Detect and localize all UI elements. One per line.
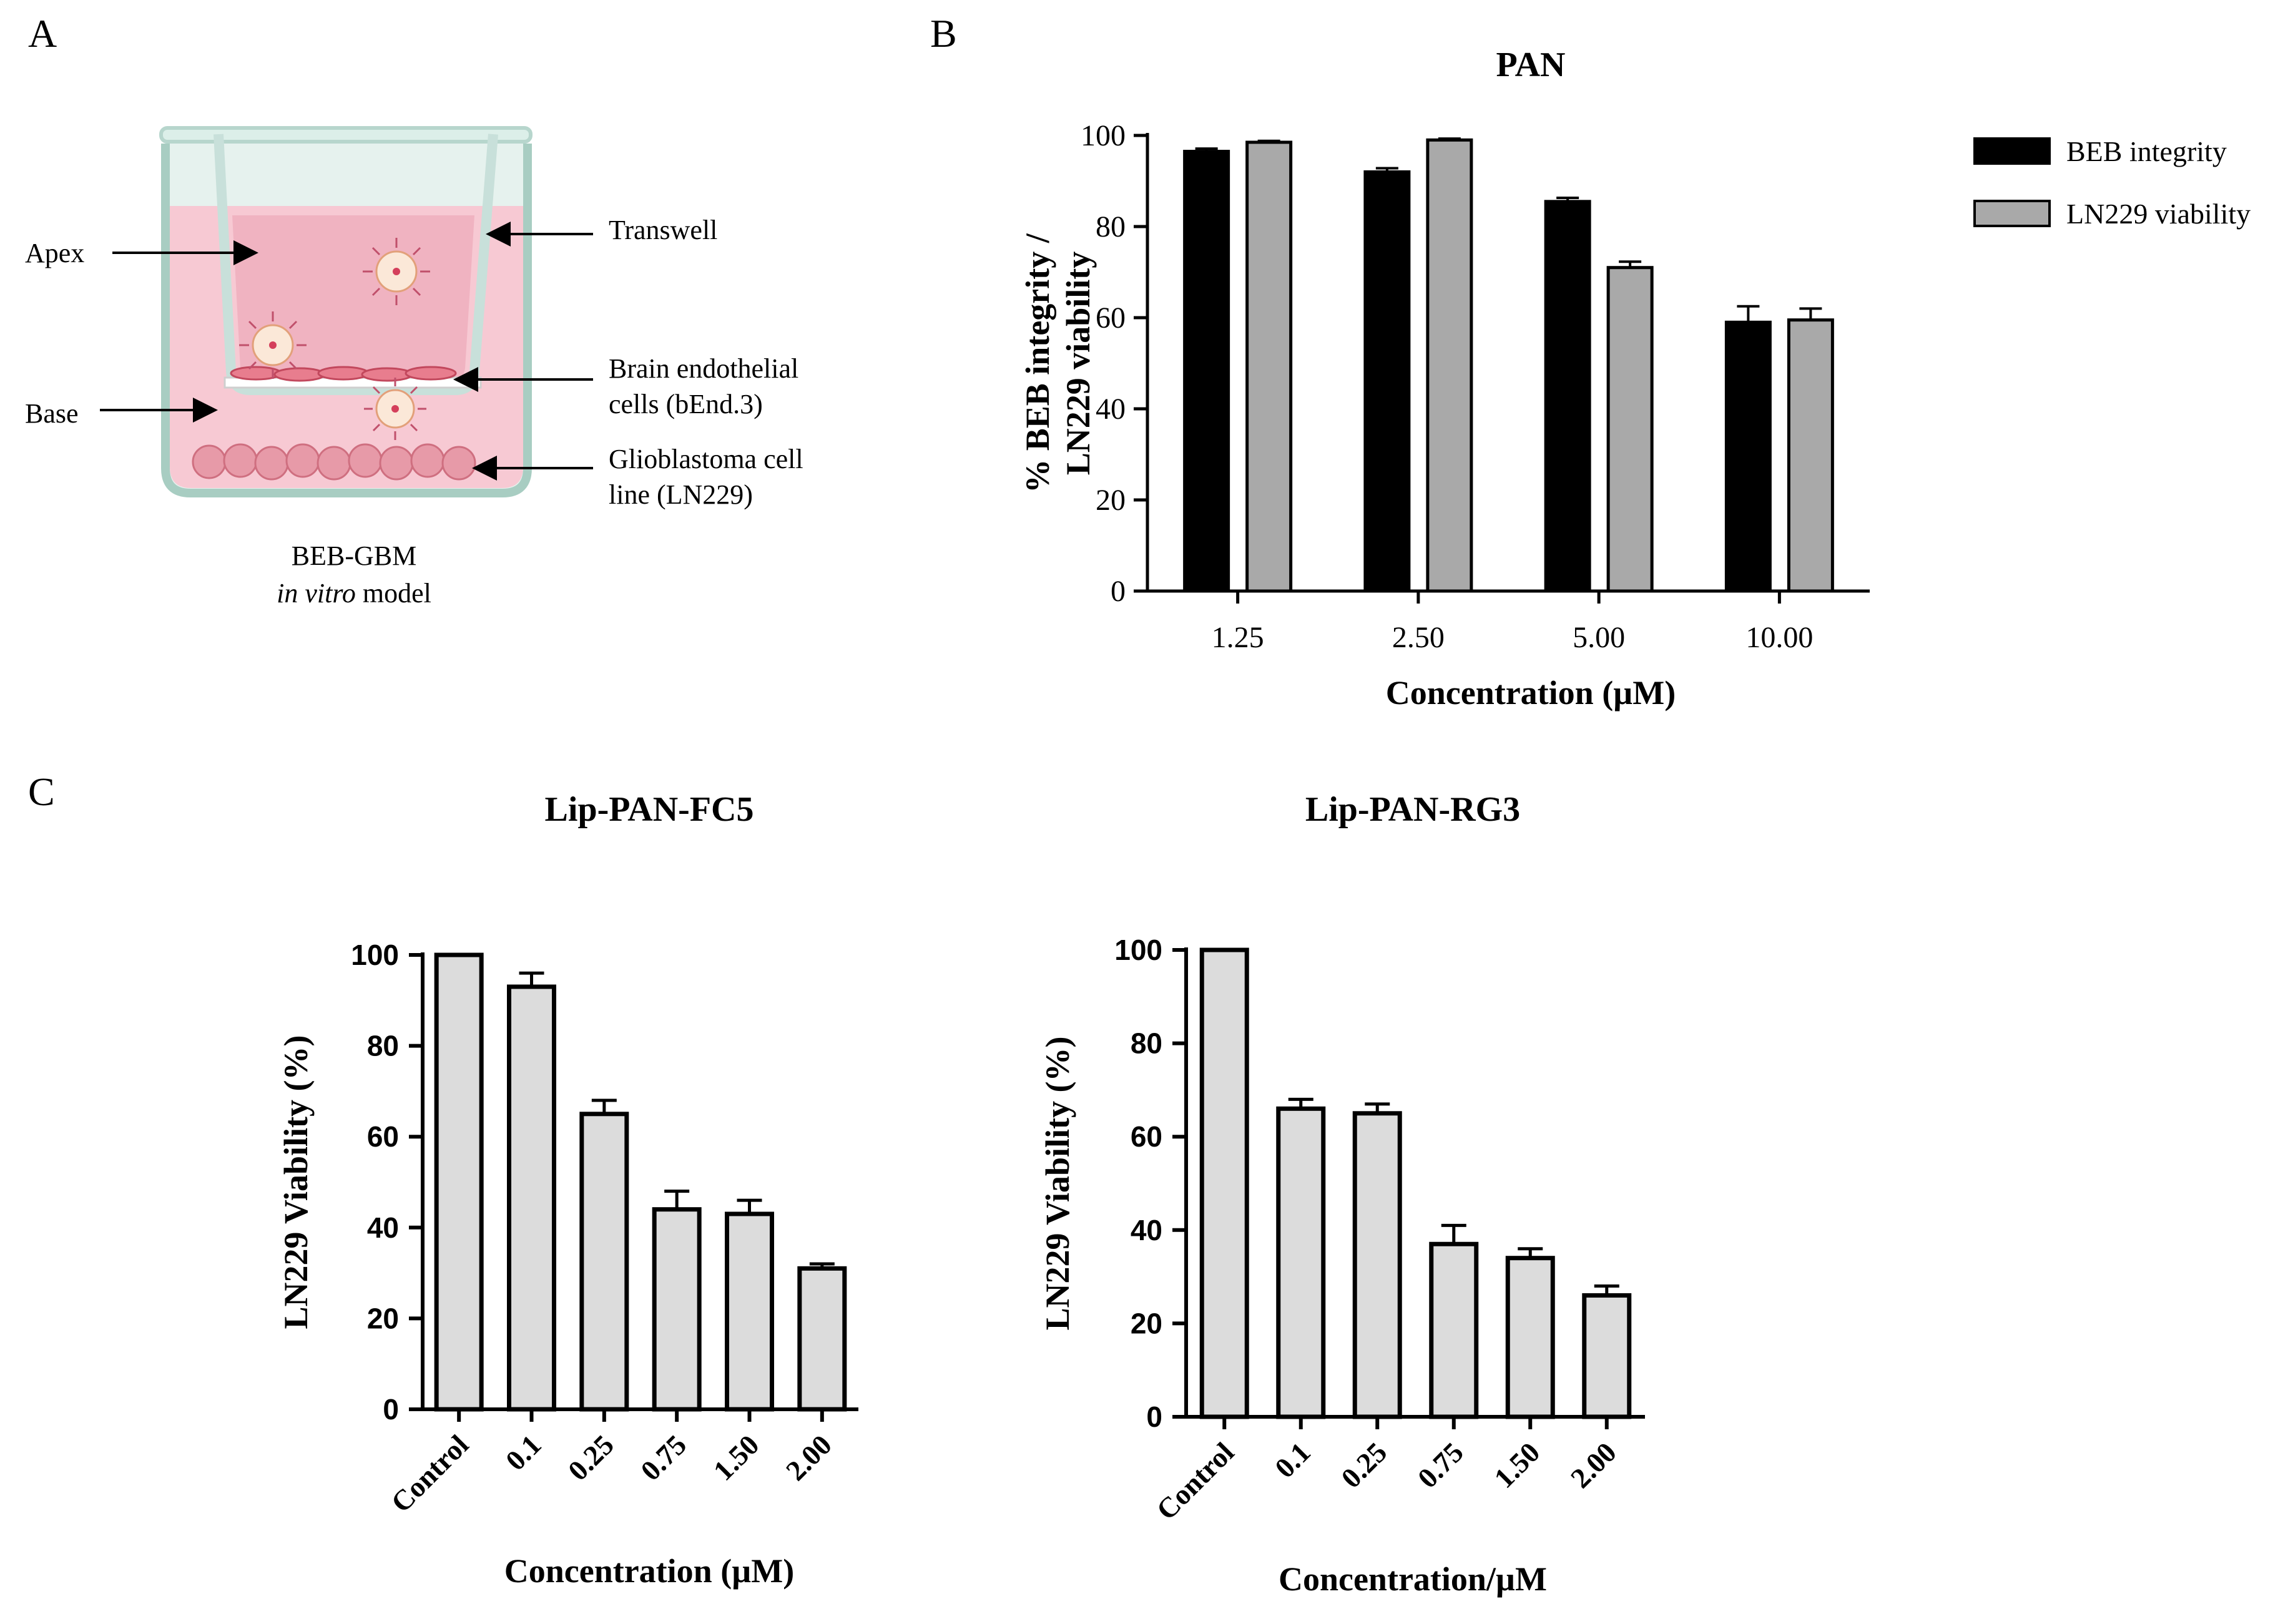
x-tick-label: 10.00 — [1745, 621, 1813, 654]
chart-pan: PAN 0 20 40 60 80 100 1.25 2.50 5.00 10.00 Concentr… — [1019, 46, 2251, 712]
y-tick-label: 20 — [367, 1302, 399, 1334]
panel-label-a: A — [28, 11, 57, 56]
y-tick-label: 100 — [1081, 119, 1126, 152]
chart-lip-pan-fc5: Lip-PAN-FC5 0 20 40 60 80 100 Control 0.1 0.25 0.7… — [277, 790, 858, 1590]
y-tick-label: 100 — [1114, 934, 1162, 966]
bar-ln229-viability — [1606, 266, 1654, 593]
chart-lip-pan-rg3: Lip-PAN-RG3 0 20 40 60 80 100 Control 0.1 0.25 0.7… — [1039, 790, 1645, 1598]
model-label-line1: BEB-GBM — [292, 541, 416, 571]
bar-ln229-viability — [1787, 318, 1834, 593]
x-axis-title: Concentration (µM) — [1386, 674, 1676, 712]
y-axis-title: LN229 Viability (%) — [277, 1035, 315, 1329]
y-tick-label: 80 — [1131, 1027, 1162, 1060]
y-tick-label: 20 — [1096, 484, 1126, 517]
endothelial-label-line1: Brain endothelial — [609, 353, 798, 384]
y-tick-label: 20 — [1131, 1307, 1162, 1339]
bar-ln229-viability — [579, 1112, 629, 1412]
x-tick-label: 2.50 — [1392, 621, 1445, 654]
x-tick-label: 0.75 — [1411, 1436, 1470, 1494]
legend-label: BEB integrity — [2066, 135, 2227, 167]
chart-title: Lip-PAN-FC5 — [545, 790, 754, 829]
bar-ln229-viability — [725, 1211, 774, 1412]
bar-ln229-viability — [797, 1266, 847, 1412]
bar-ln229-viability — [434, 952, 484, 1412]
y-tick-label: 60 — [1096, 301, 1126, 335]
x-tick-label: 1.50 — [1488, 1436, 1546, 1494]
x-tick-label: 2.00 — [780, 1429, 838, 1487]
y-axis-title-line2: LN229 viability — [1059, 252, 1097, 476]
bar-ln229-viability — [652, 1207, 702, 1412]
glioblastoma-label-line1: Glioblastoma cell — [609, 444, 803, 474]
panel-label-b: B — [930, 11, 957, 56]
x-tick-label: 0.25 — [1335, 1436, 1393, 1494]
apex-label: Apex — [25, 238, 84, 268]
x-tick-label: 0.1 — [1269, 1436, 1317, 1484]
x-tick-label: Control — [385, 1429, 474, 1519]
chart-title: Lip-PAN-RG3 — [1305, 790, 1520, 829]
x-tick-label: 1.25 — [1212, 621, 1264, 654]
x-tick-label: 2.00 — [1564, 1436, 1623, 1494]
x-tick-label: 0.1 — [499, 1429, 547, 1477]
legend-swatch — [1973, 200, 2051, 227]
x-axis-title: Concentration/µM — [1279, 1560, 1547, 1598]
legend-swatch — [1973, 137, 2051, 165]
y-tick-label: 80 — [367, 1030, 399, 1062]
glioblastoma-cells — [192, 443, 476, 481]
bar-ln229-viability — [1276, 1106, 1326, 1419]
y-tick-label: 40 — [367, 1211, 399, 1244]
y-tick-label: 40 — [1096, 393, 1126, 426]
y-axis-title-line1: % BEB integrity / — [1019, 233, 1056, 492]
y-tick-label: 100 — [351, 939, 399, 971]
bar-beb-integrity — [1544, 200, 1591, 593]
y-tick-label: 0 — [1111, 575, 1126, 608]
x-tick-label: Control — [1150, 1436, 1240, 1526]
x-tick-label: 0.25 — [562, 1429, 620, 1487]
y-tick-label: 80 — [1096, 210, 1126, 243]
bar-beb-integrity — [1724, 320, 1772, 593]
endothelial-cells — [230, 366, 457, 382]
bar-ln229-viability — [507, 984, 556, 1412]
bar-ln229-viability — [1352, 1111, 1402, 1419]
bar-ln229-viability — [1199, 947, 1249, 1419]
legend-label: LN229 viability — [2066, 198, 2251, 230]
bar-beb-integrity — [1183, 150, 1230, 593]
base-label: Base — [25, 398, 79, 429]
x-tick-label: 0.75 — [634, 1429, 692, 1487]
well-rim — [159, 126, 533, 144]
model-label-line2: in vitro model — [277, 578, 431, 609]
bar-ln229-viability — [1505, 1256, 1555, 1419]
y-tick-label: 0 — [1146, 1401, 1162, 1433]
y-tick-label: 40 — [1131, 1214, 1162, 1246]
glioblastoma-label-line2: line (LN229) — [609, 479, 753, 510]
chart-title: PAN — [1496, 46, 1566, 84]
bar-ln229-viability — [1429, 1241, 1479, 1419]
bar-beb-integrity — [1363, 170, 1411, 593]
bar-ln229-viability — [1245, 140, 1293, 593]
endothelial-label-line2: cells (bEnd.3) — [609, 389, 763, 419]
panel-label-c: C — [28, 770, 55, 814]
y-tick-label: 60 — [367, 1120, 399, 1153]
x-tick-label: 1.50 — [707, 1429, 765, 1487]
transwell-label: Transwell — [609, 215, 717, 245]
y-axis-title: LN229 Viability (%) — [1039, 1036, 1076, 1330]
x-tick-label: 5.00 — [1573, 621, 1625, 654]
y-tick-label: 0 — [383, 1393, 399, 1426]
x-axis-title: Concentration (µM) — [504, 1552, 795, 1590]
y-tick-label: 60 — [1131, 1120, 1162, 1153]
bar-ln229-viability — [1582, 1293, 1632, 1419]
bar-ln229-viability — [1426, 138, 1473, 593]
transwell-diagram — [100, 126, 593, 497]
liposome-particles — [239, 238, 430, 440]
